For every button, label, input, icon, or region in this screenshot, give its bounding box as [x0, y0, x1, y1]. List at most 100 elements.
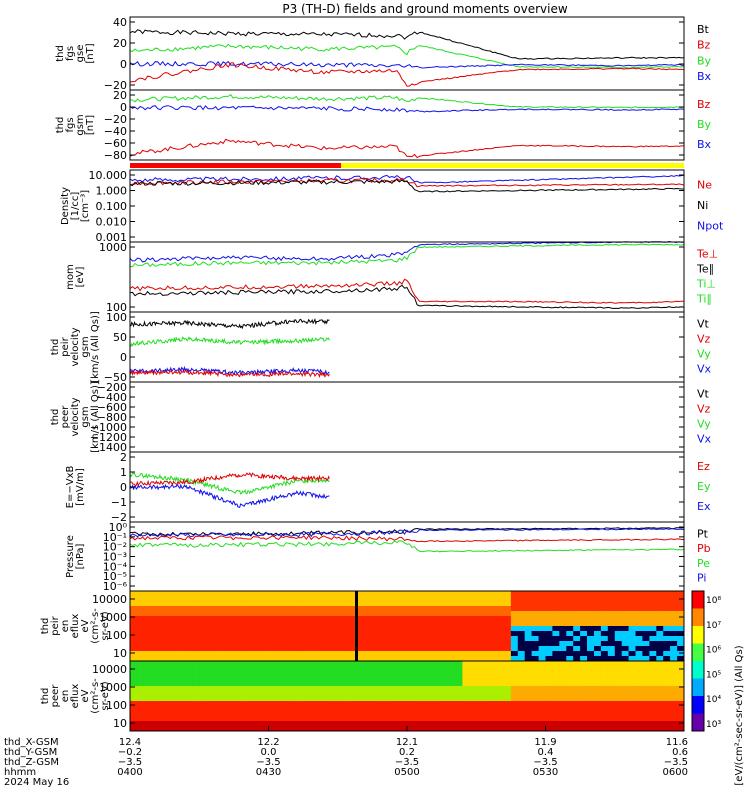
- heatmap-cell: [254, 706, 262, 712]
- heatmap-cell: [185, 696, 193, 702]
- heatmap-cell: [663, 681, 671, 687]
- heatmap-cell: [545, 601, 553, 607]
- heatmap-cell: [483, 646, 491, 652]
- heatmap-cell: [393, 601, 401, 607]
- heatmap-cell: [268, 631, 276, 637]
- heatmap-cell: [275, 701, 283, 707]
- heatmap-cell: [497, 711, 505, 717]
- heatmap-cell: [400, 696, 408, 702]
- heatmap-cell: [455, 591, 463, 597]
- heatmap-cell: [607, 681, 616, 687]
- heatmap-cell: [344, 641, 353, 647]
- heatmap-cell: [365, 646, 373, 652]
- heatmap-cell: [510, 681, 519, 687]
- heatmap-cell: [337, 591, 346, 597]
- heatmap-cell: [455, 686, 463, 692]
- heatmap-cell: [455, 641, 463, 647]
- heatmap-cell: [573, 656, 581, 662]
- mode-bar: [130, 163, 684, 168]
- heatmap-cell: [448, 661, 456, 667]
- heatmap-cell: [656, 651, 664, 657]
- heatmap-cell: [206, 701, 214, 707]
- heatmap-cell: [448, 621, 456, 627]
- heatmap-cell: [531, 611, 539, 617]
- heatmap-cell: [545, 726, 553, 732]
- heatmap-cell: [143, 656, 152, 662]
- legend-entry: By: [697, 54, 712, 67]
- heatmap-cell: [226, 591, 235, 597]
- heatmap-cell: [531, 711, 539, 717]
- heatmap-cell: [600, 651, 609, 657]
- heatmap-cell: [559, 606, 567, 612]
- heatmap-cell: [483, 616, 491, 622]
- heatmap-cell: [594, 611, 602, 617]
- heatmap-cell: [247, 646, 256, 652]
- heatmap-cell: [150, 701, 159, 707]
- heatmap-cell: [337, 686, 346, 692]
- heatmap-cell: [192, 606, 200, 612]
- heatmap-cell: [621, 666, 630, 672]
- heatmap-cell: [358, 591, 366, 597]
- heatmap-cell: [497, 611, 505, 617]
- heatmap-cell: [323, 671, 332, 677]
- heatmap-cell: [545, 656, 553, 662]
- heatmap-cell: [365, 686, 373, 692]
- heatmap-cell: [594, 626, 602, 632]
- heatmap-cell: [330, 596, 339, 602]
- heatmap-cell: [524, 671, 533, 677]
- heatmap-cell: [434, 611, 443, 617]
- heatmap-cell: [344, 646, 353, 652]
- heatmap-cell: [303, 621, 311, 627]
- heatmap-cell: [323, 676, 332, 682]
- heatmap-cell: [594, 591, 602, 597]
- heatmap-cell: [462, 671, 470, 677]
- colorbar-tick-label: 10⁶: [706, 646, 721, 656]
- heatmap-cell: [289, 706, 297, 712]
- heatmap-cell: [476, 596, 484, 602]
- heatmap-cell: [580, 691, 588, 697]
- heatmap-cell: [206, 626, 214, 632]
- heatmap-cell: [386, 621, 394, 627]
- heatmap-cell: [372, 646, 380, 652]
- heatmap-cell: [656, 701, 664, 707]
- heatmap-cell: [545, 666, 553, 672]
- heatmap-cell: [448, 601, 456, 607]
- heatmap-cell: [649, 696, 657, 702]
- ytick-label: 20: [113, 89, 127, 102]
- heatmap-cell: [594, 711, 602, 717]
- heatmap-cell: [337, 646, 346, 652]
- heatmap-cell: [476, 641, 484, 647]
- heatmap-cell: [275, 611, 283, 617]
- heatmap-cell: [199, 651, 207, 657]
- heatmap-cell: [559, 676, 567, 682]
- xtick-label: 12.1: [396, 737, 418, 748]
- heatmap-cell: [178, 686, 186, 692]
- heatmap-cell: [323, 636, 332, 642]
- heatmap-cell: [607, 636, 616, 642]
- heatmap-cell: [663, 706, 671, 712]
- heatmap-cell: [254, 686, 262, 692]
- heatmap-cell: [386, 661, 394, 667]
- heatmap-cell: [531, 631, 539, 637]
- heatmap-cell: [552, 676, 560, 682]
- heatmap-cell: [573, 621, 581, 627]
- heatmap-cell: [628, 641, 636, 647]
- heatmap-cell: [407, 601, 415, 607]
- heatmap-cell: [379, 636, 387, 642]
- heatmap-cell: [310, 616, 318, 622]
- heatmap-cell: [164, 716, 172, 722]
- heatmap-cell: [649, 641, 657, 647]
- xtick-label: −3.5: [256, 757, 280, 768]
- heatmap-cell: [413, 621, 422, 627]
- heatmap-cell: [130, 701, 138, 707]
- heatmap-cell: [545, 721, 553, 727]
- series-1-line: [129, 177, 685, 188]
- heatmap-cell: [247, 691, 256, 697]
- heatmap-cell: [358, 611, 366, 617]
- heatmap-cell: [310, 686, 318, 692]
- heatmap-cell: [441, 701, 449, 707]
- heatmap-cell: [434, 646, 443, 652]
- heatmap-cell: [448, 631, 456, 637]
- heatmap-cell: [566, 716, 574, 722]
- heatmap-cell: [233, 686, 242, 692]
